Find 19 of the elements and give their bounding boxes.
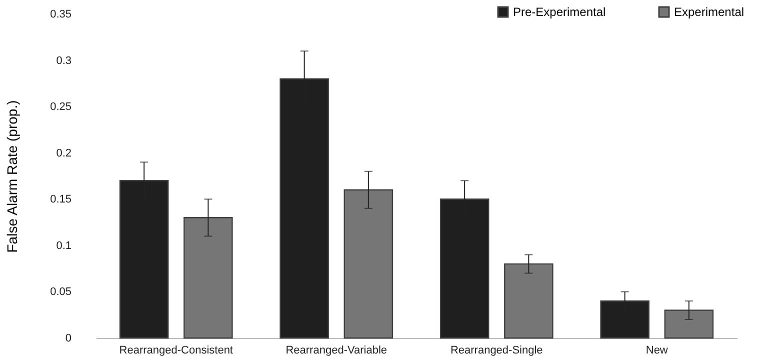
legend-label: Experimental [674,5,744,19]
x-tick-label: New [646,344,668,356]
y-tick-label: 0.15 [50,194,72,206]
y-tick-label: 0 [65,332,72,344]
y-tick-label: 0.1 [56,240,72,252]
y-tick-label: 0.25 [50,101,72,114]
x-tick-label: Rearranged-Single [450,344,543,356]
legend-label: Pre-Experimental [513,5,606,19]
y-tick-label: 0.05 [50,286,72,298]
x-tick-label: Rearranged-Consistent [119,344,233,356]
y-tick-label: 0.2 [56,147,72,160]
bar [664,310,714,339]
y-tick-label: 0.35 [50,8,72,20]
y-tick-label: 0.3 [56,54,72,67]
bar [184,217,233,339]
x-tick-label: Rearranged-Variable [286,344,388,356]
bar [504,263,554,339]
bar [344,189,394,339]
y-axis-title: False Alarm Rate (prop.) [4,100,20,253]
